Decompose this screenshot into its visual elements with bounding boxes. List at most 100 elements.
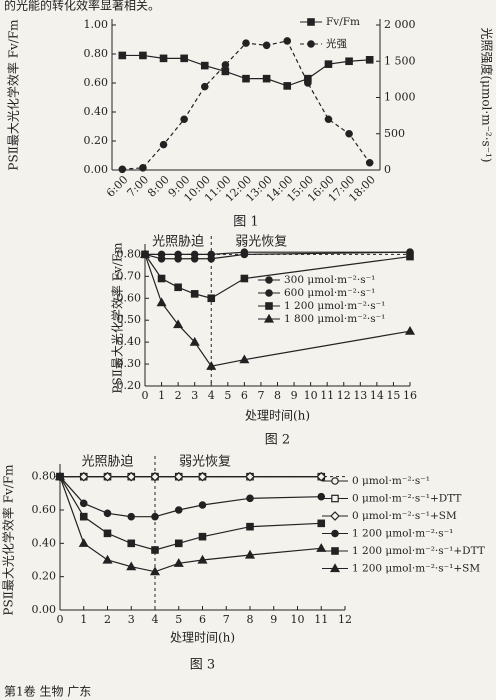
- legend-marker: [331, 529, 339, 538]
- legend-label: 1 200 μmol·m⁻²·s⁻¹+SM: [352, 563, 480, 575]
- y2-tick-label: 1 500: [384, 54, 416, 67]
- y-tick-label: 0.60: [84, 76, 109, 89]
- x-tick-label: 15: [386, 389, 400, 402]
- x-tick-label: 2: [175, 389, 182, 402]
- y-tick-label: 0.40: [32, 536, 57, 549]
- y-tick-label: 0.20: [117, 379, 142, 392]
- data-point: [173, 319, 184, 329]
- x-tick-label: 12: [338, 613, 352, 626]
- data-point: [78, 538, 89, 547]
- legend-marker: [265, 302, 273, 310]
- x-tick-label: 7: [257, 389, 264, 402]
- annotation: 弱光恢复: [235, 235, 287, 250]
- data-point: [139, 51, 147, 60]
- x-tick-label: 13: [353, 389, 367, 402]
- data-point: [157, 274, 166, 283]
- data-point: [173, 558, 184, 567]
- data-point: [118, 51, 127, 60]
- series-line: [122, 40, 371, 170]
- data-point: [78, 471, 89, 482]
- y-tick-label: 0.80: [32, 470, 57, 483]
- series-line: [59, 476, 322, 518]
- data-point: [206, 361, 217, 370]
- y-tick-label: 1.00: [84, 18, 109, 31]
- data-point: [197, 471, 208, 482]
- data-point: [126, 471, 137, 482]
- x-tick-label: 9: [291, 389, 298, 402]
- legend-label: 1 200 μmol·m⁻²·s⁻¹: [284, 300, 385, 312]
- data-point: [103, 529, 112, 538]
- data-point: [126, 561, 137, 571]
- data-point: [157, 254, 166, 263]
- annotation: 光照胁迫: [152, 235, 204, 250]
- data-point: [345, 57, 353, 66]
- data-point: [139, 249, 151, 258]
- series-line: [59, 476, 322, 573]
- x-tick-label: 0: [57, 613, 64, 626]
- data-point: [221, 61, 230, 69]
- legend-label: 600 μmol·m⁻²·s⁻¹: [284, 287, 375, 299]
- legend-label: 0 μmol·m⁻²·s⁻¹: [352, 475, 430, 487]
- y2-axis-label: 光照强度(μmol·m⁻²·s⁻¹): [480, 27, 495, 162]
- legend-marker: [263, 313, 275, 323]
- x-tick-label: 1: [158, 389, 165, 402]
- x-tick-label: 3: [128, 613, 135, 626]
- caption: 图 1: [233, 215, 258, 230]
- data-point: [242, 74, 250, 83]
- legend-marker: [331, 547, 339, 555]
- y2-tick-label: 500: [384, 127, 405, 140]
- annotation: 光照胁迫: [81, 455, 133, 470]
- data-point: [221, 67, 230, 76]
- data-point: [139, 164, 147, 172]
- legend-label: 300 μmol·m⁻²·s⁻¹: [284, 274, 375, 286]
- y2-tick-label: 1 000: [384, 91, 416, 104]
- data-point: [156, 297, 167, 307]
- data-point: [316, 471, 327, 482]
- legend-label: Fv/Fm: [326, 16, 360, 28]
- data-point: [200, 82, 209, 91]
- data-point: [180, 115, 188, 124]
- y-tick-label: 0.60: [32, 503, 57, 516]
- y-tick-label: 0.40: [84, 105, 109, 118]
- legend-marker: [329, 563, 341, 573]
- legend-label: 0 μmol·m⁻²·s⁻¹+SM: [352, 510, 457, 522]
- y2-tick-label: 0: [384, 163, 391, 176]
- x-axis-label: 处理时间(h): [245, 409, 310, 423]
- data-point: [159, 140, 168, 149]
- x-tick-label: 6:00: [104, 173, 131, 200]
- data-point: [149, 566, 161, 576]
- caption: 图 3: [190, 658, 215, 673]
- data-point: [190, 254, 199, 263]
- legend-label: 0 μmol·m⁻²·s⁻¹+DTT: [352, 493, 461, 505]
- bottom-text: 第1卷 生物 广东: [4, 684, 91, 699]
- y-axis-label: PSⅡ最大光化学效率 Fv/Fm: [110, 242, 125, 394]
- x-tick-label: 7: [223, 613, 230, 626]
- x-tick-label: 16: [403, 389, 417, 402]
- y-tick-label: 0.50: [117, 313, 142, 326]
- y-tick-label: 0.20: [84, 134, 109, 147]
- x-tick-label: 14: [370, 389, 384, 402]
- x-tick-label: 9: [270, 613, 277, 626]
- data-point: [79, 512, 88, 521]
- data-point: [173, 471, 184, 482]
- data-point: [324, 115, 333, 124]
- data-point: [317, 492, 326, 501]
- series-line: [144, 251, 411, 260]
- data-point: [103, 509, 112, 518]
- data-point: [345, 129, 353, 138]
- y-axis-label: PSⅡ最大光化学效率 Fv/Fm: [1, 464, 16, 616]
- data-point: [174, 254, 182, 263]
- data-point: [240, 250, 249, 259]
- y-tick-label: 0.80: [84, 47, 109, 60]
- x-tick-label: 8: [274, 389, 281, 402]
- x-tick-label: 10: [291, 613, 305, 626]
- y-tick-label: 0.80: [117, 247, 142, 260]
- data-point: [406, 252, 414, 261]
- data-point: [189, 336, 200, 346]
- data-point: [200, 61, 209, 70]
- data-point: [262, 74, 271, 83]
- data-point: [102, 471, 113, 482]
- data-point: [127, 539, 136, 548]
- data-point: [404, 325, 416, 335]
- legend-label: 1 200 μmol·m⁻²·s⁻¹+DTT: [352, 545, 485, 557]
